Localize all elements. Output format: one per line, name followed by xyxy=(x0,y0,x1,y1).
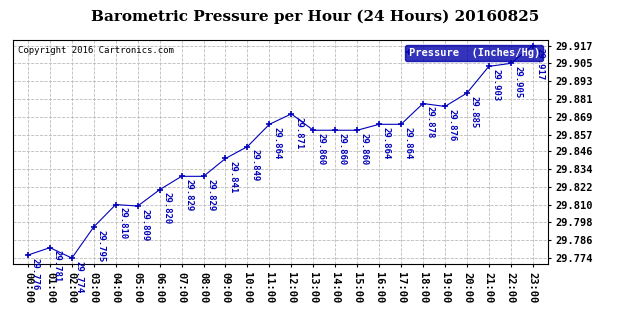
Text: 29.774: 29.774 xyxy=(74,261,84,293)
Text: 29.903: 29.903 xyxy=(491,69,501,101)
Text: 29.829: 29.829 xyxy=(206,179,215,211)
Pressure  (Inches/Hg) xyxy=(507,61,515,65)
Pressure  (Inches/Hg) xyxy=(375,122,383,126)
Text: 29.829: 29.829 xyxy=(185,179,193,211)
Text: 29.878: 29.878 xyxy=(426,106,435,139)
Pressure  (Inches/Hg) xyxy=(46,246,54,249)
Pressure  (Inches/Hg) xyxy=(178,174,185,178)
Pressure  (Inches/Hg) xyxy=(398,122,405,126)
Pressure  (Inches/Hg) xyxy=(68,256,76,260)
Pressure  (Inches/Hg) xyxy=(419,102,427,106)
Pressure  (Inches/Hg) xyxy=(134,204,142,208)
Pressure  (Inches/Hg) xyxy=(90,225,98,229)
Pressure  (Inches/Hg) xyxy=(24,253,32,257)
Pressure  (Inches/Hg) xyxy=(222,156,229,160)
Text: 29.864: 29.864 xyxy=(272,127,281,159)
Text: 29.809: 29.809 xyxy=(140,209,149,241)
Text: Barometric Pressure per Hour (24 Hours) 20160825: Barometric Pressure per Hour (24 Hours) … xyxy=(91,10,539,24)
Pressure  (Inches/Hg) xyxy=(287,112,295,116)
Text: 29.776: 29.776 xyxy=(31,258,40,290)
Text: 29.917: 29.917 xyxy=(536,48,544,81)
Text: 29.860: 29.860 xyxy=(360,133,369,165)
Pressure  (Inches/Hg) xyxy=(244,145,251,148)
Text: 29.841: 29.841 xyxy=(228,161,238,193)
Text: 29.860: 29.860 xyxy=(338,133,347,165)
Text: 29.864: 29.864 xyxy=(382,127,391,159)
Text: 29.820: 29.820 xyxy=(163,192,171,225)
Pressure  (Inches/Hg) xyxy=(353,128,361,132)
Text: 29.876: 29.876 xyxy=(448,109,457,142)
Pressure  (Inches/Hg) xyxy=(156,188,163,192)
Pressure  (Inches/Hg) xyxy=(485,64,493,68)
Text: 29.795: 29.795 xyxy=(96,230,106,262)
Text: 29.864: 29.864 xyxy=(404,127,413,159)
Legend: Pressure  (Inches/Hg): Pressure (Inches/Hg) xyxy=(405,45,543,61)
Pressure  (Inches/Hg) xyxy=(112,203,120,207)
Text: Copyright 2016 Cartronics.com: Copyright 2016 Cartronics.com xyxy=(18,46,174,55)
Pressure  (Inches/Hg) xyxy=(200,174,207,178)
Pressure  (Inches/Hg) xyxy=(331,128,339,132)
Pressure  (Inches/Hg) xyxy=(463,91,471,95)
Pressure  (Inches/Hg) xyxy=(266,122,273,126)
Text: 29.885: 29.885 xyxy=(470,96,479,128)
Pressure  (Inches/Hg) xyxy=(441,105,449,109)
Text: 29.871: 29.871 xyxy=(294,117,303,149)
Text: 29.905: 29.905 xyxy=(513,66,522,98)
Line: Pressure  (Inches/Hg): Pressure (Inches/Hg) xyxy=(25,42,536,262)
Text: 29.810: 29.810 xyxy=(118,207,127,240)
Text: 29.781: 29.781 xyxy=(53,250,62,283)
Text: 29.860: 29.860 xyxy=(316,133,325,165)
Pressure  (Inches/Hg) xyxy=(309,128,317,132)
Text: 29.849: 29.849 xyxy=(250,149,259,182)
Pressure  (Inches/Hg) xyxy=(529,44,537,48)
